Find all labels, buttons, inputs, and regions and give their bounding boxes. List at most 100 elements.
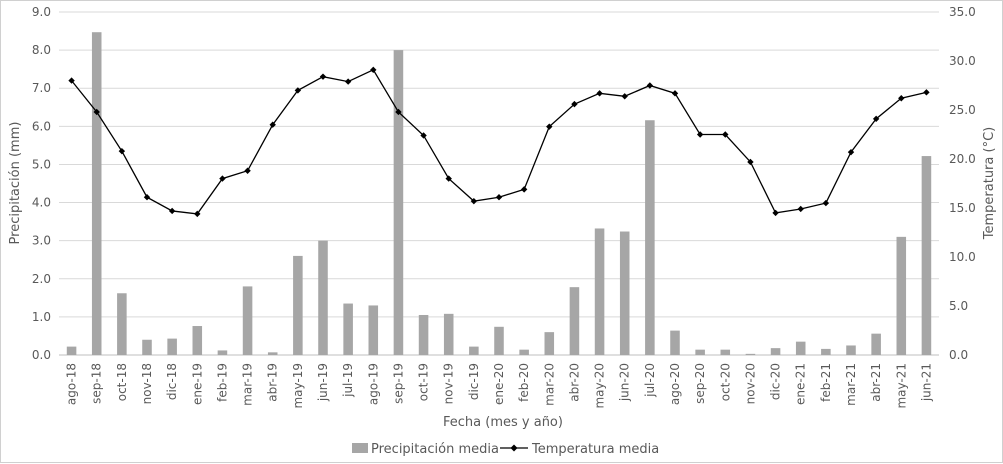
temperature-point	[118, 147, 126, 155]
temperature-point	[923, 89, 930, 96]
temperature-point	[143, 194, 151, 201]
precip-bar	[569, 287, 580, 355]
y-left-tick-label: 4.0	[32, 196, 51, 210]
x-tick-label: sep-20	[693, 363, 707, 404]
precip-bar	[795, 341, 806, 355]
precip-bar	[318, 240, 328, 355]
x-tick-label: dic-18	[165, 363, 179, 400]
x-tick-label: may-19	[291, 363, 305, 409]
y-left-tick-label: 0.0	[32, 348, 51, 362]
y-left-tick-label: 3.0	[32, 234, 51, 248]
temperature-point	[319, 73, 327, 80]
precip-bar	[821, 348, 831, 355]
x-tick-label: abr-20	[567, 363, 581, 402]
temperature-point	[168, 207, 176, 215]
x-tick-label: nov-20	[743, 363, 757, 404]
x-tick-label: ene-19	[190, 363, 204, 405]
temperature-point	[269, 121, 276, 128]
x-tick-label: jul-20	[643, 363, 657, 398]
y-right-tick-label: 10.0	[949, 250, 976, 264]
temperature-point	[847, 148, 855, 156]
precip-bar	[393, 50, 404, 355]
x-tick-label: jul-19	[341, 363, 355, 398]
x-tick-label: ago-19	[366, 363, 380, 405]
temperature-point	[520, 186, 528, 193]
temperature-point	[194, 210, 201, 218]
temperature-point	[797, 205, 804, 213]
y-left-tick-label: 2.0	[32, 272, 51, 286]
temperature-point	[470, 197, 478, 205]
y-right-tick-label: 35.0	[949, 5, 976, 19]
precip-bar	[594, 228, 605, 355]
temperature-point	[395, 108, 402, 116]
x-tick-label: mar-20	[542, 363, 556, 406]
y-right-tick-label: 5.0	[949, 299, 968, 313]
x-tick-label: ago-18	[65, 363, 79, 405]
x-tick-label: ene-20	[492, 363, 506, 405]
x-tick-label: oct-20	[718, 363, 732, 401]
precip-bar	[167, 338, 177, 355]
temperature-point	[898, 95, 905, 102]
precip-bar	[544, 332, 555, 355]
temperature-point	[772, 209, 779, 217]
precip-bar	[368, 305, 379, 355]
x-tick-label: oct-18	[115, 363, 129, 401]
y-right-tick-label: 0.0	[949, 348, 968, 362]
precip-bar	[142, 339, 152, 355]
precip-bar	[293, 255, 303, 355]
y-left-axis-title: Precipitación (mm)	[8, 122, 23, 245]
x-tick-label: jun-21	[919, 363, 933, 402]
temperature-point	[546, 123, 553, 130]
precip-bar	[645, 120, 655, 355]
temperature-point	[571, 100, 578, 108]
y-left-tick-label: 5.0	[32, 157, 51, 171]
temperature-point	[219, 175, 226, 182]
precip-bar	[670, 330, 680, 355]
temperature-point	[445, 175, 452, 182]
y-right-tick-label: 15.0	[949, 201, 976, 215]
precip-bar	[66, 346, 77, 355]
precip-bar	[117, 293, 127, 355]
temperature-point	[872, 115, 880, 123]
temperature-point	[696, 131, 704, 138]
y-left-tick-label: 6.0	[32, 119, 51, 133]
temperature-point	[646, 82, 654, 89]
x-tick-label: feb-20	[517, 363, 531, 402]
precip-bar	[267, 352, 278, 355]
x-tick-label: mar-19	[241, 363, 255, 406]
x-tick-label: oct-19	[417, 363, 431, 401]
temperature-point	[822, 199, 830, 207]
x-tick-label: feb-21	[819, 363, 833, 402]
precip-bar	[469, 346, 479, 355]
precip-bar	[242, 286, 253, 355]
precip-bar	[619, 231, 630, 355]
temperature-point	[244, 167, 251, 174]
x-tick-label: sep-19	[391, 363, 405, 404]
temperature-point	[344, 78, 352, 85]
x-axis-title: Fecha (mes y año)	[443, 415, 563, 430]
precip-bar	[91, 32, 102, 356]
precip-bar	[921, 156, 932, 355]
legend-label-temperature: Temperatura media	[531, 442, 659, 457]
precip-bar	[745, 353, 756, 355]
y-right-axis-title: Temperatura (°C)	[982, 127, 997, 240]
y-left-tick-label: 7.0	[32, 81, 51, 95]
x-tick-label: jun-20	[618, 363, 632, 402]
y-right-tick-label: 20.0	[949, 152, 976, 166]
x-tick-label: abr-21	[869, 363, 883, 402]
temperature-point	[420, 132, 427, 139]
temperature-point	[722, 131, 729, 138]
temperature-point	[370, 66, 377, 74]
temperature-point	[596, 90, 603, 97]
temperature-point	[495, 194, 503, 201]
precip-bar	[192, 326, 203, 355]
x-tick-label: mar-21	[844, 363, 858, 406]
precip-bar	[871, 333, 881, 355]
legend-marker-temperature	[510, 444, 518, 452]
x-tick-label: ene-21	[794, 363, 808, 405]
precip-bar	[494, 326, 504, 355]
legend-label-precipitation: Precipitación media	[371, 442, 499, 457]
temperature-line	[71, 68, 927, 215]
y-left-tick-label: 1.0	[32, 310, 51, 324]
